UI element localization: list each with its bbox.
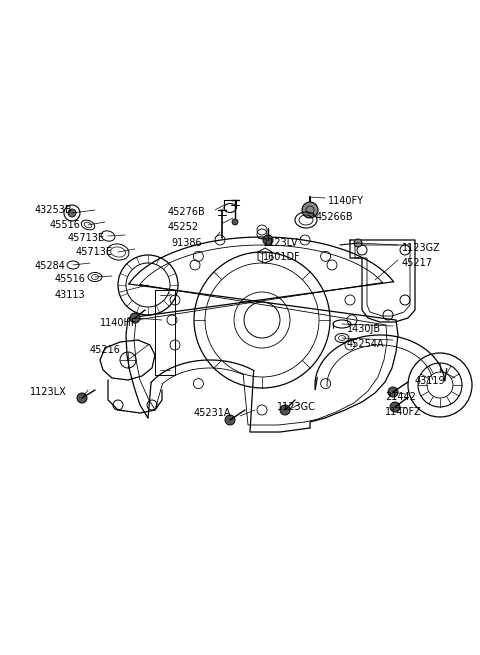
Text: 45252: 45252 (168, 222, 199, 232)
Circle shape (302, 202, 318, 218)
Text: 1430JB: 1430JB (347, 324, 381, 334)
Circle shape (280, 405, 290, 415)
Text: 45254A: 45254A (347, 339, 384, 349)
Circle shape (390, 402, 400, 412)
Circle shape (263, 235, 273, 245)
Text: 1601DF: 1601DF (263, 252, 301, 262)
Text: 45231A: 45231A (194, 408, 231, 418)
Text: 45713E: 45713E (76, 247, 113, 257)
Text: 1123LX: 1123LX (30, 387, 67, 397)
Circle shape (232, 219, 238, 225)
Text: 45713E: 45713E (68, 233, 105, 243)
Text: 45284: 45284 (35, 261, 66, 271)
Text: 43119: 43119 (415, 376, 445, 386)
Circle shape (388, 387, 398, 397)
Text: 45216: 45216 (90, 345, 121, 355)
Text: 1140FZ: 1140FZ (385, 407, 422, 417)
Text: 43113: 43113 (55, 290, 85, 300)
Text: 43253B: 43253B (35, 205, 72, 215)
Text: 45266B: 45266B (316, 212, 354, 222)
Text: 91386: 91386 (171, 238, 202, 248)
Text: 45516: 45516 (50, 220, 81, 230)
Text: 1123GZ: 1123GZ (402, 243, 441, 253)
Text: 45516: 45516 (55, 274, 86, 284)
Circle shape (225, 415, 235, 425)
Text: 1123GC: 1123GC (277, 402, 316, 412)
Text: 21442: 21442 (385, 392, 416, 402)
Circle shape (354, 239, 362, 247)
Text: 45276B: 45276B (168, 207, 206, 217)
Circle shape (130, 313, 140, 323)
Text: 1140FY: 1140FY (328, 196, 364, 206)
Circle shape (68, 209, 76, 217)
Text: 1140HF: 1140HF (100, 318, 137, 328)
Text: 1123LV: 1123LV (263, 238, 299, 248)
Text: 45217: 45217 (402, 258, 433, 268)
Circle shape (77, 393, 87, 403)
